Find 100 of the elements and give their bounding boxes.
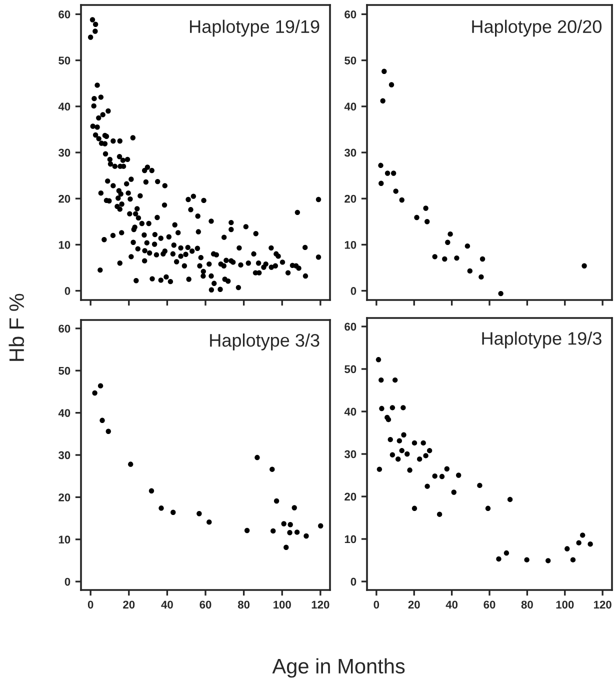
point xyxy=(464,243,470,249)
point xyxy=(288,522,293,528)
x-tick-label: 60 xyxy=(200,600,212,609)
x-tick-label: 40 xyxy=(446,600,458,609)
point xyxy=(546,558,551,564)
point xyxy=(390,452,396,458)
x-tick-label: 20 xyxy=(408,600,420,609)
point xyxy=(436,512,442,517)
point xyxy=(294,530,300,535)
y-tick-label: 60 xyxy=(58,324,70,333)
point xyxy=(318,523,324,528)
point xyxy=(432,254,438,260)
x-tick-label: 100 xyxy=(556,600,574,609)
point xyxy=(98,383,104,388)
point xyxy=(170,510,176,515)
y-axis-title: Hb F % xyxy=(8,294,24,361)
point xyxy=(254,454,260,460)
x-axis-title: Age in Months xyxy=(272,658,405,678)
text: Haplotype 3/3 xyxy=(210,334,320,350)
y-tick-label: 20 xyxy=(344,492,356,501)
point xyxy=(384,170,390,176)
point xyxy=(588,542,593,547)
y-tick-label: 50 xyxy=(58,366,70,375)
y-tick-label: 30 xyxy=(58,148,70,157)
point xyxy=(392,377,398,383)
point xyxy=(564,546,570,552)
y-tick-label: 60 xyxy=(344,10,356,18)
x-tick-label: 80 xyxy=(238,600,250,609)
y-tick-label: 10 xyxy=(344,535,356,544)
point xyxy=(442,256,448,262)
y-tick-label: 50 xyxy=(58,56,70,64)
y-tick-label: 0 xyxy=(350,578,356,586)
point xyxy=(507,496,513,502)
x-tick-label: 80 xyxy=(521,600,533,609)
point xyxy=(158,506,164,511)
point xyxy=(376,357,382,362)
point xyxy=(448,231,453,237)
point xyxy=(244,528,250,534)
y-tick-label: 20 xyxy=(58,194,70,203)
point xyxy=(477,482,482,488)
point xyxy=(378,377,384,383)
point xyxy=(106,428,111,434)
y-tick-label: 60 xyxy=(344,322,356,331)
text: Haplotype 19/3 xyxy=(482,332,602,348)
point xyxy=(400,405,406,410)
point xyxy=(582,263,587,268)
point xyxy=(412,506,418,511)
point xyxy=(380,98,386,104)
point xyxy=(287,530,292,536)
point xyxy=(148,488,154,494)
point xyxy=(420,440,426,446)
x-tick-label: 0 xyxy=(374,600,380,609)
point xyxy=(284,544,289,550)
point xyxy=(379,406,384,412)
point xyxy=(128,462,134,467)
point xyxy=(423,453,428,458)
point xyxy=(274,498,280,504)
point xyxy=(399,197,404,203)
point xyxy=(388,82,394,88)
point xyxy=(504,550,510,556)
point xyxy=(524,557,530,562)
point xyxy=(480,256,486,262)
point xyxy=(404,451,410,457)
point xyxy=(393,188,398,194)
y-tick-label: 30 xyxy=(344,450,356,458)
point xyxy=(467,268,472,274)
x-tick-label: 100 xyxy=(274,600,291,609)
point xyxy=(424,219,430,224)
point xyxy=(270,528,276,534)
y-tick-label: 0 xyxy=(64,287,70,295)
point xyxy=(292,505,297,510)
point xyxy=(396,438,402,444)
y-tick-label: 50 xyxy=(344,365,356,374)
y-tick-label: 50 xyxy=(344,56,356,64)
point xyxy=(580,532,586,538)
point xyxy=(401,432,406,438)
point xyxy=(412,440,418,446)
point xyxy=(378,180,384,186)
point xyxy=(445,240,450,245)
x-tick-label: 40 xyxy=(161,600,173,609)
point xyxy=(92,390,98,396)
point xyxy=(390,170,396,176)
y-tick-label: 60 xyxy=(58,10,70,18)
y-tick-label: 20 xyxy=(58,493,70,502)
point xyxy=(376,466,382,472)
point xyxy=(576,540,582,546)
y-tick-label: 20 xyxy=(344,194,356,203)
point xyxy=(196,511,202,516)
y-tick-label: 40 xyxy=(344,408,356,416)
y-tick-label: 40 xyxy=(58,102,70,111)
point xyxy=(456,472,462,478)
y-tick-label: 0 xyxy=(350,287,356,295)
point xyxy=(478,274,484,280)
point xyxy=(281,521,286,526)
point xyxy=(498,290,504,296)
text: Haplotype 19/19 xyxy=(190,20,320,37)
y-tick-label: 10 xyxy=(58,536,70,544)
point xyxy=(390,405,396,410)
point xyxy=(395,456,401,462)
x-tick-label: 120 xyxy=(312,600,330,609)
